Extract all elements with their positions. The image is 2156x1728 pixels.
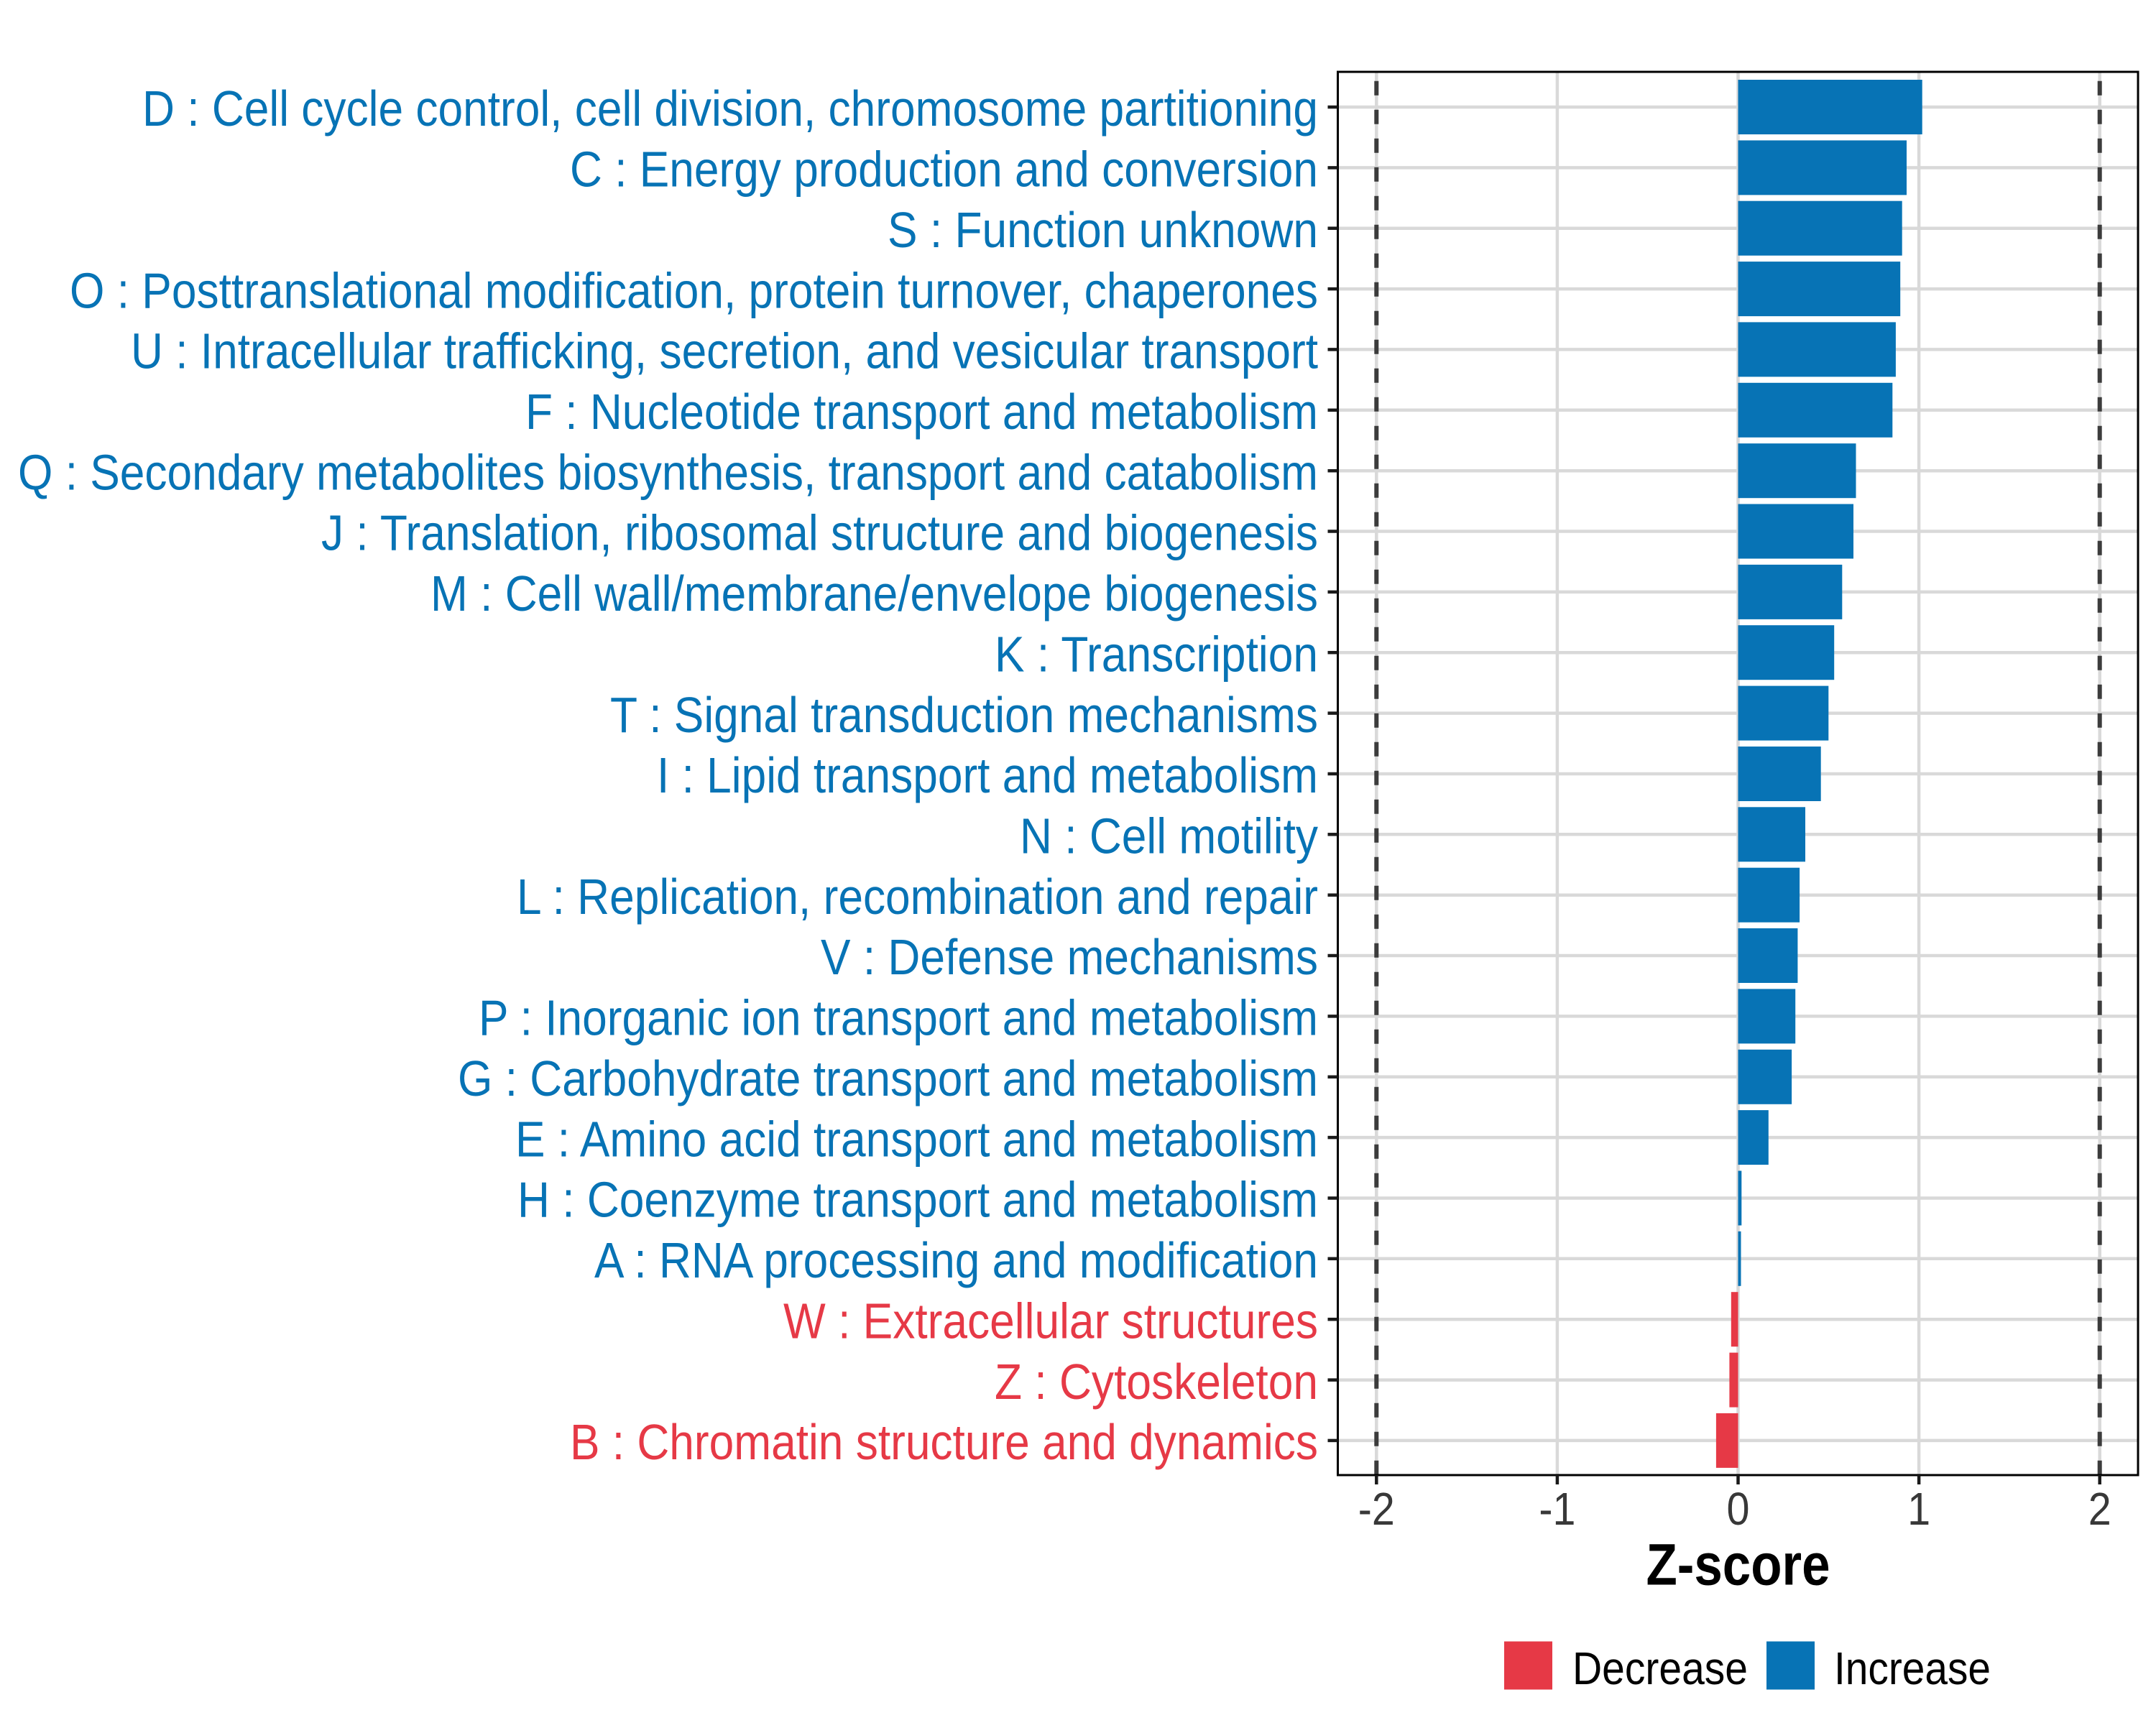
svg-text:W : Extracellular structures: W : Extracellular structures [783,1293,1318,1349]
svg-text:U : Intracellular trafficking,: U : Intracellular trafficking, secretion… [131,323,1318,379]
svg-text:2: 2 [2088,1483,2111,1535]
svg-text:M : Cell wall/membrane/envelop: M : Cell wall/membrane/envelope biogenes… [430,565,1318,622]
svg-text:Q : Secondary metabolites bios: Q : Secondary metabolites biosynthesis, … [18,444,1318,500]
svg-text:L : Replication, recombination: L : Replication, recombination and repai… [517,869,1318,925]
svg-text:N : Cell motility: N : Cell motility [1020,808,1318,864]
svg-text:O : Posttranslational modifica: O : Posttranslational modification, prot… [70,262,1318,318]
svg-text:1: 1 [1907,1483,1930,1535]
svg-text:-1: -1 [1539,1483,1575,1535]
svg-text:F : Nucleotide transport and m: F : Nucleotide transport and metabolism [525,384,1318,440]
svg-text:K : Transcription: K : Transcription [995,626,1318,682]
svg-text:H : Coenzyme transport and met: H : Coenzyme transport and metabolism [517,1172,1318,1228]
svg-text:Increase: Increase [1834,1642,1991,1694]
svg-text:V : Defense mechanisms: V : Defense mechanisms [821,929,1318,985]
svg-text:S : Function unknown: S : Function unknown [888,202,1318,258]
svg-text:J : Translation, ribosomal str: J : Translation, ribosomal structure and… [321,505,1318,561]
svg-text:D : Cell cycle control, cell d: D : Cell cycle control, cell division, c… [142,80,1318,137]
svg-text:B : Chromatin structure and dy: B : Chromatin structure and dynamics [570,1414,1318,1470]
svg-text:E : Amino acid transport and m: E : Amino acid transport and metabolism [515,1111,1318,1167]
svg-text:G : Carbohydrate transport and: G : Carbohydrate transport and metabolis… [458,1050,1318,1106]
svg-text:Decrease: Decrease [1572,1642,1748,1694]
svg-text:-2: -2 [1358,1483,1395,1535]
svg-text:Z-score: Z-score [1646,1533,1830,1598]
svg-text:0: 0 [1727,1483,1750,1535]
svg-text:I : Lipid transport and metabo: I : Lipid transport and metabolism [657,747,1318,803]
svg-text:C : Energy production and conv: C : Energy production and conversion [570,142,1318,198]
svg-text:Z : Cytoskeleton: Z : Cytoskeleton [995,1354,1318,1410]
svg-text:A : RNA processing and modific: A : RNA processing and modification [594,1232,1318,1288]
svg-text:P : Inorganic ion transport an: P : Inorganic ion transport and metaboli… [479,990,1318,1046]
svg-text:T : Signal transduction mechan: T : Signal transduction mechanisms [610,687,1318,743]
